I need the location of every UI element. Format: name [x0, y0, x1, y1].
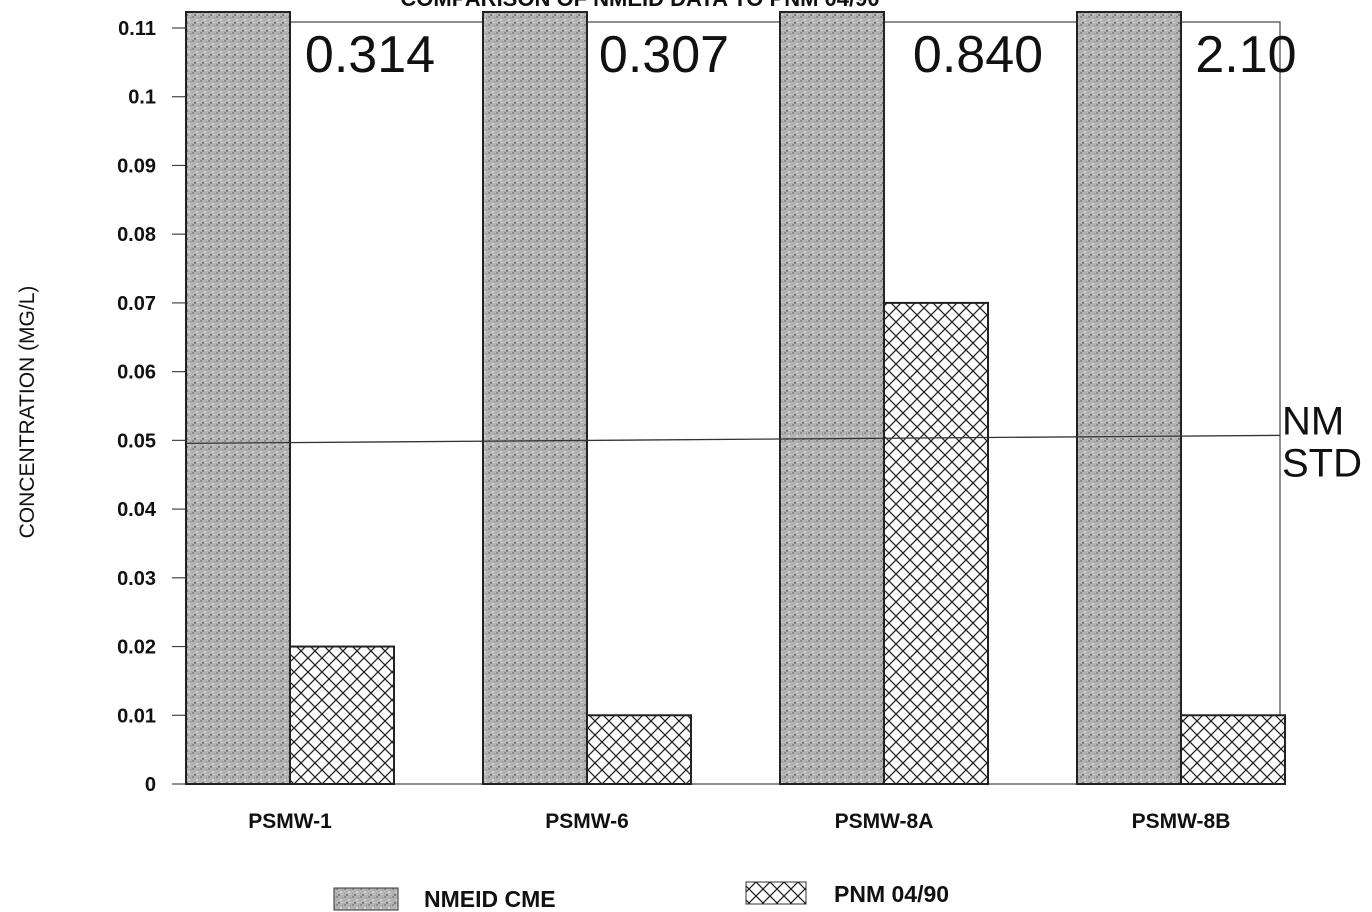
- x-category-label: PSMW-8B: [1132, 810, 1231, 833]
- bars: [185, 11, 1286, 786]
- y-tick-label: 0.02: [117, 637, 156, 659]
- y-tick-label: 0.01: [117, 705, 156, 727]
- x-category-label: PSMW-8A: [835, 810, 934, 833]
- bar-pnm-0490-psmw-8b: [1180, 714, 1286, 785]
- bar-nmeid-cme-psmw-1: [185, 11, 291, 785]
- clipped-value-label: 0.840: [913, 26, 1043, 84]
- y-axis-label: CONCENTRATION (MG/L): [16, 286, 39, 539]
- legend-swatch-pnm-0490: [745, 881, 807, 905]
- legend-label-pnm-0490: PNM 04/90: [834, 881, 949, 907]
- bar-pnm-0490-psmw-1: [289, 645, 395, 786]
- nm-std-line: [185, 434, 1281, 445]
- y-tick-label: 0.06: [117, 362, 156, 384]
- value-labels: 0.314 0.307 0.840 2.10: [305, 26, 1297, 84]
- bar-nmeid-cme-psmw-8a: [779, 11, 885, 785]
- chart-title: COMPARISON OF NMEID DATA TO PNM 04/90: [400, 0, 879, 11]
- bar-pnm-0490-psmw-8a: [883, 301, 989, 785]
- y-tick-label: 0.1: [128, 87, 156, 109]
- x-category-label: PSMW-1: [248, 810, 332, 833]
- clipped-value-label: 0.314: [305, 26, 435, 84]
- bar-nmeid-cme-psmw-6: [482, 11, 588, 785]
- clipped-value-label: 0.307: [599, 26, 729, 84]
- legend-swatch-nmeid-cme: [333, 887, 399, 911]
- clipped-value-label: 2.10: [1195, 26, 1296, 84]
- y-tick-label: 0: [145, 774, 156, 796]
- nm-std-label-line2: STD: [1282, 441, 1362, 485]
- y-tick-label: 0.09: [117, 155, 156, 177]
- bar-pnm-0490-psmw-6: [586, 714, 692, 785]
- y-tick-label: 0.11: [118, 18, 156, 40]
- legend-label-nmeid-cme: NMEID CME: [424, 886, 556, 912]
- category-labels: PSMW-1 PSMW-6 PSMW-8A PSMW-8B: [248, 810, 1230, 833]
- y-tick-label: 0.03: [117, 568, 156, 590]
- bar-nmeid-cme-psmw-8b: [1076, 11, 1182, 785]
- legend: NMEID CME PNM 04/90: [333, 881, 949, 912]
- y-tick-label: 0.07: [117, 293, 156, 315]
- nm-std-label-line1: NM: [1282, 399, 1344, 443]
- y-tick-label: 0.04: [117, 499, 157, 521]
- y-tick-label: 0.08: [117, 224, 156, 246]
- x-category-label: PSMW-6: [545, 810, 629, 833]
- y-axis: 0 0.01 0.02 0.03 0.04 0.05 0.06 0.07 0.08 0.09 0.1…: [117, 18, 186, 796]
- y-tick-label: 0.05: [117, 430, 156, 452]
